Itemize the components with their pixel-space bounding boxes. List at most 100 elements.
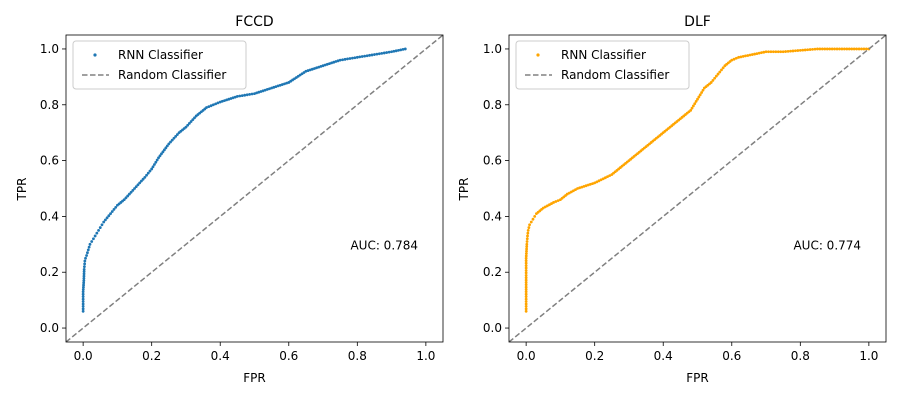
fccd-rnn-point (343, 57, 347, 61)
dlf-rnn-point (550, 202, 553, 205)
dlf-rnn-point (524, 283, 528, 287)
dlf-rnn-point (769, 50, 773, 54)
dlf-rnn-point (716, 72, 720, 76)
fccd-rnn-point (330, 61, 334, 65)
fccd-x-tick-label: 0.2 (142, 349, 161, 363)
fccd-rnn-point (283, 82, 286, 86)
fccd-rnn-point (170, 138, 174, 142)
fccd-rnn-point (82, 279, 86, 282)
fccd-rnn-point (146, 171, 150, 175)
dlf-rnn-point (608, 174, 612, 177)
fccd-rnn-point (223, 99, 226, 102)
fccd-rnn-point (370, 53, 374, 57)
dlf-rnn-point (597, 179, 601, 183)
fccd-rnn-point (86, 251, 89, 255)
dlf-rnn-point (574, 188, 577, 192)
dlf-rnn-point (524, 288, 528, 291)
fccd-rnn-point (83, 259, 87, 263)
dlf-y-tick-label: 0.8 (483, 98, 502, 112)
dlf-rnn-point (816, 47, 819, 51)
dlf-legend-label: RNN Classifier (561, 48, 646, 62)
dlf-rnn-point (720, 68, 723, 72)
dlf-rnn-point (524, 269, 528, 272)
dlf-rnn-point (779, 50, 783, 54)
fccd-y-tick-label: 0.8 (40, 98, 59, 112)
fccd-rnn-point (145, 173, 148, 177)
fccd-rnn-point (373, 53, 376, 56)
dlf-rnn-point (526, 228, 530, 232)
fccd-rnn-point (382, 51, 386, 55)
fccd-rnn-point (82, 274, 86, 278)
dlf-rnn-point (525, 237, 529, 241)
fccd-rnn-point (109, 212, 112, 216)
dlf-rnn-point (529, 220, 533, 224)
dlf-y-tick-label: 0.6 (483, 154, 502, 168)
fccd-rnn-point (158, 154, 162, 158)
fccd-rnn-point (257, 90, 261, 94)
dlf-rnn-point (524, 305, 528, 308)
dlf-chart-title: DLF (684, 14, 711, 30)
fccd-legend-point-swatch (93, 53, 97, 57)
dlf-rnn-point (828, 47, 832, 51)
dlf-rnn-point (565, 192, 569, 196)
dlf-rnn-point (830, 47, 834, 51)
dlf-rnn-point (746, 54, 750, 57)
dlf-rnn-point (721, 66, 725, 70)
dlf-rnn-point (798, 48, 802, 52)
fccd-rnn-point (233, 95, 237, 99)
fccd-rnn-point (81, 305, 85, 308)
dlf-rnn-point (696, 97, 699, 101)
fccd-rnn-point (82, 276, 86, 280)
dlf-rnn-point (741, 55, 745, 58)
dlf-rnn-point (567, 191, 571, 195)
fccd-rnn-point (248, 93, 252, 96)
fccd-rnn-point (272, 85, 276, 89)
fccd-rnn-point (214, 102, 218, 106)
dlf-rnn-point (838, 47, 841, 51)
fccd-rnn-point (134, 185, 138, 189)
dlf-rnn-point (554, 200, 558, 203)
dlf-rnn-point (576, 187, 579, 190)
dlf-rnn-point (525, 249, 528, 253)
fccd-rnn-point (375, 52, 379, 56)
dlf-rnn-point (808, 48, 812, 51)
dlf-rnn-point (524, 259, 528, 263)
dlf-rnn-point (525, 245, 529, 249)
fccd-y-tick-label: 0.4 (40, 209, 59, 223)
fccd-rnn-point (220, 99, 224, 103)
dlf-rnn-point (852, 47, 856, 51)
fccd-chart-title: FCCD (235, 14, 273, 30)
dlf-rnn-point (524, 256, 528, 260)
fccd-rnn-point (231, 96, 235, 100)
fccd-rnn-point (319, 65, 323, 68)
dlf-y-axis-label: TPR (457, 178, 471, 202)
dlf-x-tick-label: 0.2 (585, 349, 604, 363)
fccd-rnn-point (227, 97, 231, 101)
dlf-rnn-point (524, 307, 528, 311)
fccd-rnn-point (265, 88, 269, 91)
dlf-rnn-point (806, 48, 810, 52)
fccd-rnn-point (140, 179, 143, 183)
dlf-rnn-point (524, 297, 528, 301)
dlf-rnn-point (586, 183, 590, 187)
dlf-rnn-point (698, 93, 702, 97)
fccd-x-tick-label: 0.8 (348, 349, 367, 363)
fccd-rnn-point (114, 205, 118, 209)
fccd-rnn-point (122, 198, 126, 202)
fccd-rnn-point (84, 256, 87, 260)
dlf-rnn-point (572, 189, 575, 193)
dlf-x-tick-label: 0.6 (722, 349, 741, 363)
dlf-rnn-point (582, 185, 586, 188)
dlf-rnn-point (714, 74, 718, 78)
fccd-rnn-point (346, 57, 349, 61)
dlf-rnn-point (700, 91, 704, 94)
dlf-y-tick-label: 1.0 (483, 42, 502, 56)
fccd-rnn-point (154, 160, 158, 164)
dlf-rnn-point (524, 309, 528, 313)
dlf-rnn-point (701, 88, 705, 92)
dlf-rnn-point (750, 53, 754, 56)
fccd-rnn-point (390, 50, 393, 54)
dlf-rnn-point (764, 50, 768, 54)
dlf-x-tick-label: 1.0 (859, 349, 878, 363)
fccd-rnn-point (218, 100, 222, 104)
